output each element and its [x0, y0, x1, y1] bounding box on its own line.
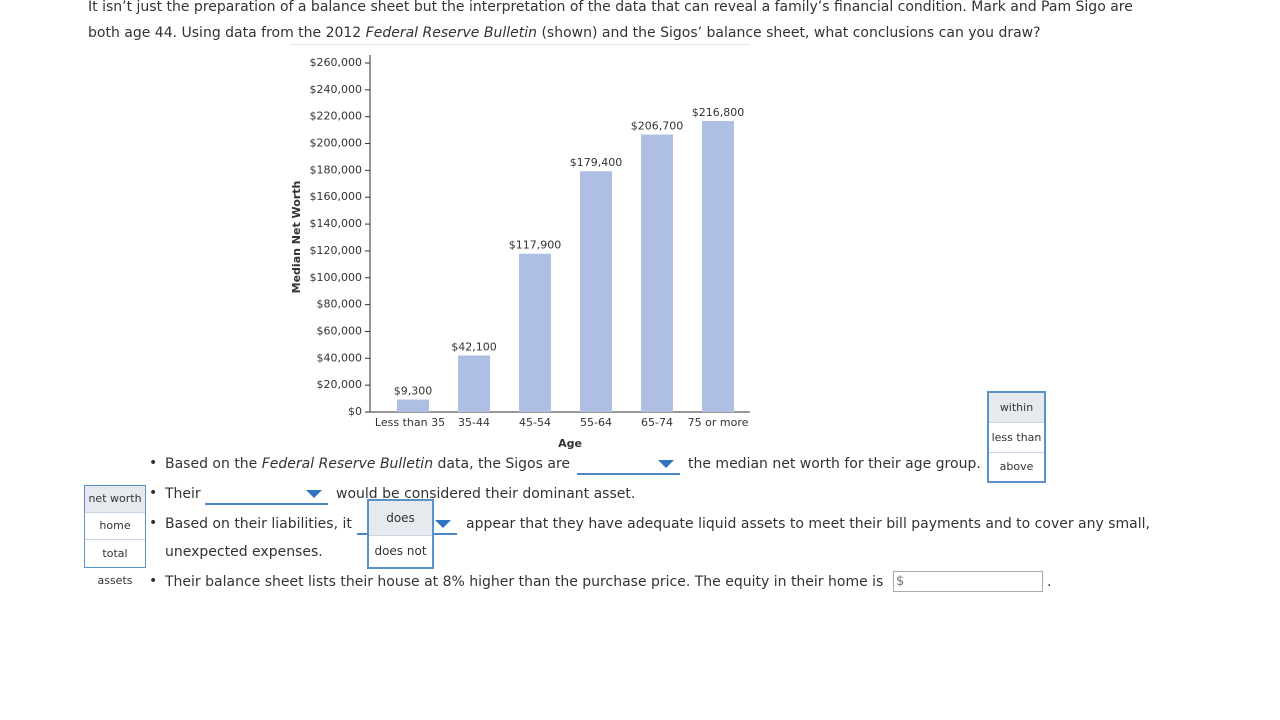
intro-text: both age 44. Using data from the 2012 [88, 25, 366, 41]
question-text: Their [165, 486, 201, 502]
bullet: • [149, 485, 158, 501]
bar [641, 134, 673, 413]
dropdown-option[interactable]: total assets [97, 547, 133, 587]
bar [580, 171, 612, 412]
y-tick-label: $120,000 [310, 244, 363, 257]
dropdown-option[interactable]: net worth [85, 486, 145, 513]
bullet: • [149, 573, 158, 589]
dropdown-option[interactable]: home [85, 513, 145, 540]
text-input[interactable] [893, 571, 1043, 592]
y-tick-label: $140,000 [310, 217, 363, 230]
x-tick-label: 35-44 [458, 416, 490, 429]
intro-italic: Federal Reserve Bulletin [365, 25, 537, 41]
y-tick-label: $220,000 [310, 110, 363, 123]
y-tick-label: $180,000 [310, 163, 363, 176]
bar [397, 399, 429, 412]
intro-text: both age 44. Using data from the 2012 Fe… [88, 24, 1041, 42]
y-tick-label: $240,000 [310, 83, 363, 96]
dropdown-arrow[interactable] [658, 460, 674, 468]
x-tick-label: 65-74 [641, 416, 673, 429]
value-label: $206,700 [631, 120, 684, 133]
x-tick-label: Less than 35 [375, 416, 445, 429]
y-axis-label: Median Net Worth [290, 181, 303, 294]
y-tick-label: $100,000 [310, 271, 363, 284]
bar [702, 120, 734, 412]
question-text: Based on their liabilities, it [165, 516, 352, 532]
bar [519, 253, 551, 412]
dropdown-option[interactable]: does not [374, 544, 427, 558]
question-text: Based on the Federal Reserve Bulletin da… [165, 455, 570, 473]
intro-text: (shown) and the Sigos’ balance sheet, wh… [537, 25, 1041, 41]
question-italic: Federal Reserve Bulletin [261, 456, 434, 472]
value-label: $42,100 [451, 340, 497, 353]
question-text: unexpected expenses. [165, 544, 323, 560]
bar [458, 355, 490, 412]
question-text: the median net worth for their age group… [688, 456, 981, 472]
question-text: data, the Sigos are [433, 456, 571, 472]
y-tick-label: $60,000 [317, 324, 363, 337]
dropdown[interactable] [205, 485, 328, 505]
dropdown-option[interactable]: within [989, 393, 1044, 423]
value-label: $216,800 [692, 106, 745, 119]
dropdown-arrow[interactable] [306, 490, 322, 498]
dropdown-menu: net worth home total assets [84, 485, 146, 587]
dropdown-option[interactable]: above [999, 460, 1034, 473]
y-tick-label: $20,000 [317, 378, 363, 391]
bullet: • [149, 515, 158, 531]
dropdown-option[interactable]: less than [989, 423, 1044, 453]
question-text: Their balance sheet lists their house at… [165, 574, 884, 590]
x-tick-label: 55-64 [580, 416, 612, 429]
value-label: $117,900 [509, 239, 562, 252]
x-tick-label: 45-54 [519, 416, 551, 429]
y-tick-label: $260,000 [310, 56, 363, 69]
value-label: $179,400 [570, 156, 623, 169]
x-tick-label: 75 or more [688, 416, 749, 429]
question-text: . [1047, 574, 1052, 590]
question-text: would be considered their dominant asset… [336, 486, 636, 502]
value-label: $9,300 [394, 385, 433, 398]
y-tick-label: $0 [348, 405, 362, 418]
dropdown-option[interactable]: does [369, 501, 432, 536]
intro-text: It isn’t just the preparation of a balan… [88, 0, 1133, 15]
dropdown[interactable] [577, 455, 680, 475]
bullet: • [149, 455, 158, 471]
separator [290, 44, 750, 45]
question-text: Based on the [165, 456, 262, 472]
y-tick-label: $160,000 [310, 190, 363, 203]
y-tick-label: $200,000 [310, 137, 363, 150]
x-axis-label: Age [558, 437, 582, 450]
dropdown-menu: does does not [367, 499, 434, 569]
question-text: appear that they have adequate liquid as… [466, 516, 1150, 532]
y-tick-label: $40,000 [317, 351, 363, 364]
dropdown-menu: within less than above [987, 391, 1046, 483]
dropdown-arrow[interactable] [435, 520, 451, 528]
y-tick-label: $80,000 [317, 298, 363, 311]
